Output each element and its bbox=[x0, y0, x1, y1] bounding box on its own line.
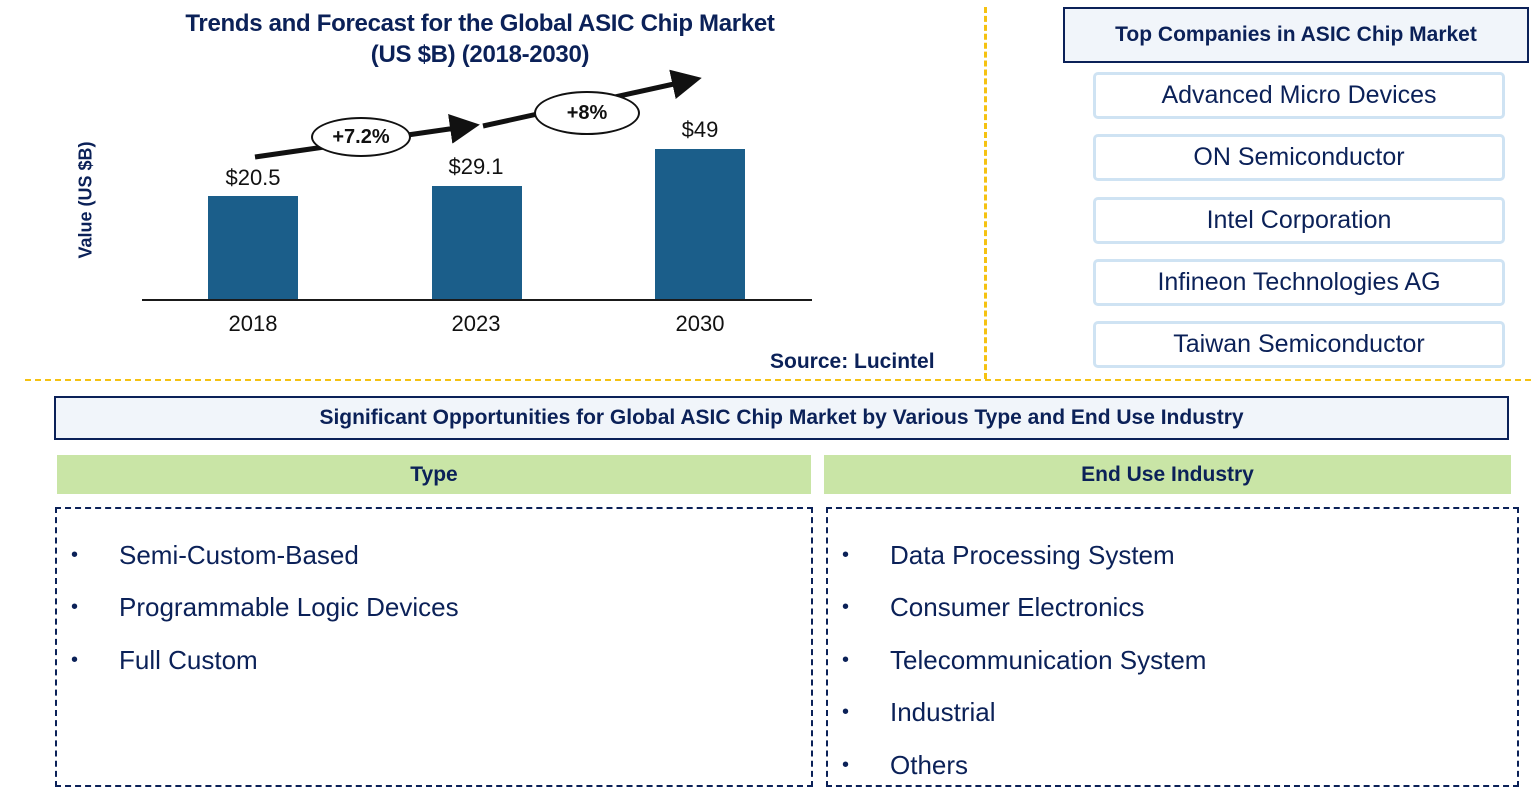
horizontal-divider bbox=[25, 379, 1531, 381]
bar-value-label: $49 bbox=[681, 117, 719, 142]
type-panel: • Semi-Custom-Based • Programmable Logic D… bbox=[55, 507, 813, 787]
bar-2018 bbox=[208, 196, 298, 300]
bullet-icon: • bbox=[842, 701, 850, 724]
source-note: Source: Lucintel bbox=[770, 350, 935, 373]
bullet-icon: • bbox=[842, 596, 850, 619]
list-item-text: Semi-Custom-Based bbox=[119, 539, 359, 570]
list-item: • Full Custom bbox=[57, 634, 811, 687]
bar-2023 bbox=[432, 186, 522, 300]
bar-value-label: $20.5 bbox=[225, 165, 281, 190]
list-item: • Others bbox=[828, 739, 1517, 792]
opportunities-header: Significant Opportunities for Global ASI… bbox=[54, 396, 1509, 440]
bar-value-label: $29.1 bbox=[448, 154, 504, 179]
list-item: • Consumer Electronics bbox=[828, 582, 1517, 635]
list-item: • Industrial bbox=[828, 687, 1517, 740]
company-item: Intel Corporation bbox=[1093, 197, 1505, 244]
x-axis-line bbox=[142, 299, 812, 301]
list-item-text: Consumer Electronics bbox=[890, 592, 1145, 623]
list-item-text: Programmable Logic Devices bbox=[119, 592, 459, 623]
list-item-text: Industrial bbox=[890, 697, 996, 728]
list-item: • Programmable Logic Devices bbox=[57, 582, 811, 635]
end-use-header: End Use Industry bbox=[824, 455, 1511, 494]
cagr-badge-2018-2023: +7.2% bbox=[311, 117, 411, 157]
bullet-icon: • bbox=[842, 648, 850, 671]
list-item-text: Data Processing System bbox=[890, 539, 1175, 570]
company-item: ON Semiconductor bbox=[1093, 134, 1505, 181]
list-item-text: Others bbox=[890, 749, 969, 780]
end-use-panel: • Data Processing System • Consumer Electr… bbox=[826, 507, 1519, 787]
top-companies-header: Top Companies in ASIC Chip Market bbox=[1063, 7, 1529, 63]
bullet-icon: • bbox=[71, 543, 79, 566]
chart-title-line1: Trends and Forecast for the Global ASIC … bbox=[185, 10, 775, 37]
x-tick-label: 2030 bbox=[675, 311, 725, 336]
bar-2030 bbox=[655, 149, 745, 300]
cagr-badge-2023-2030: +8% bbox=[534, 91, 640, 135]
company-item: Advanced Micro Devices bbox=[1093, 72, 1505, 119]
bullet-icon: • bbox=[842, 543, 850, 566]
company-item: Taiwan Semiconductor bbox=[1093, 321, 1505, 368]
bullet-icon: • bbox=[71, 648, 79, 671]
list-item: • Telecommunication System bbox=[828, 634, 1517, 687]
type-header: Type bbox=[57, 455, 811, 494]
list-item: • Data Processing System bbox=[828, 529, 1517, 582]
list-item-text: Full Custom bbox=[119, 644, 258, 675]
company-item: Infineon Technologies AG bbox=[1093, 259, 1505, 306]
x-tick-label: 2023 bbox=[451, 311, 501, 336]
chart-title-line2: (US $B) (2018-2030) bbox=[370, 41, 590, 68]
bullet-icon: • bbox=[842, 753, 850, 776]
chart-title: Trends and Forecast for the Global ASIC … bbox=[60, 8, 900, 70]
type-list: • Semi-Custom-Based • Programmable Logic D… bbox=[57, 529, 811, 687]
end-use-list: • Data Processing System • Consumer Electr… bbox=[828, 529, 1517, 792]
list-item-text: Telecommunication System bbox=[890, 644, 1207, 675]
list-item: • Semi-Custom-Based bbox=[57, 529, 811, 582]
x-tick-label: 2018 bbox=[228, 311, 278, 336]
bullet-icon: • bbox=[71, 596, 79, 619]
vertical-divider bbox=[984, 7, 987, 379]
